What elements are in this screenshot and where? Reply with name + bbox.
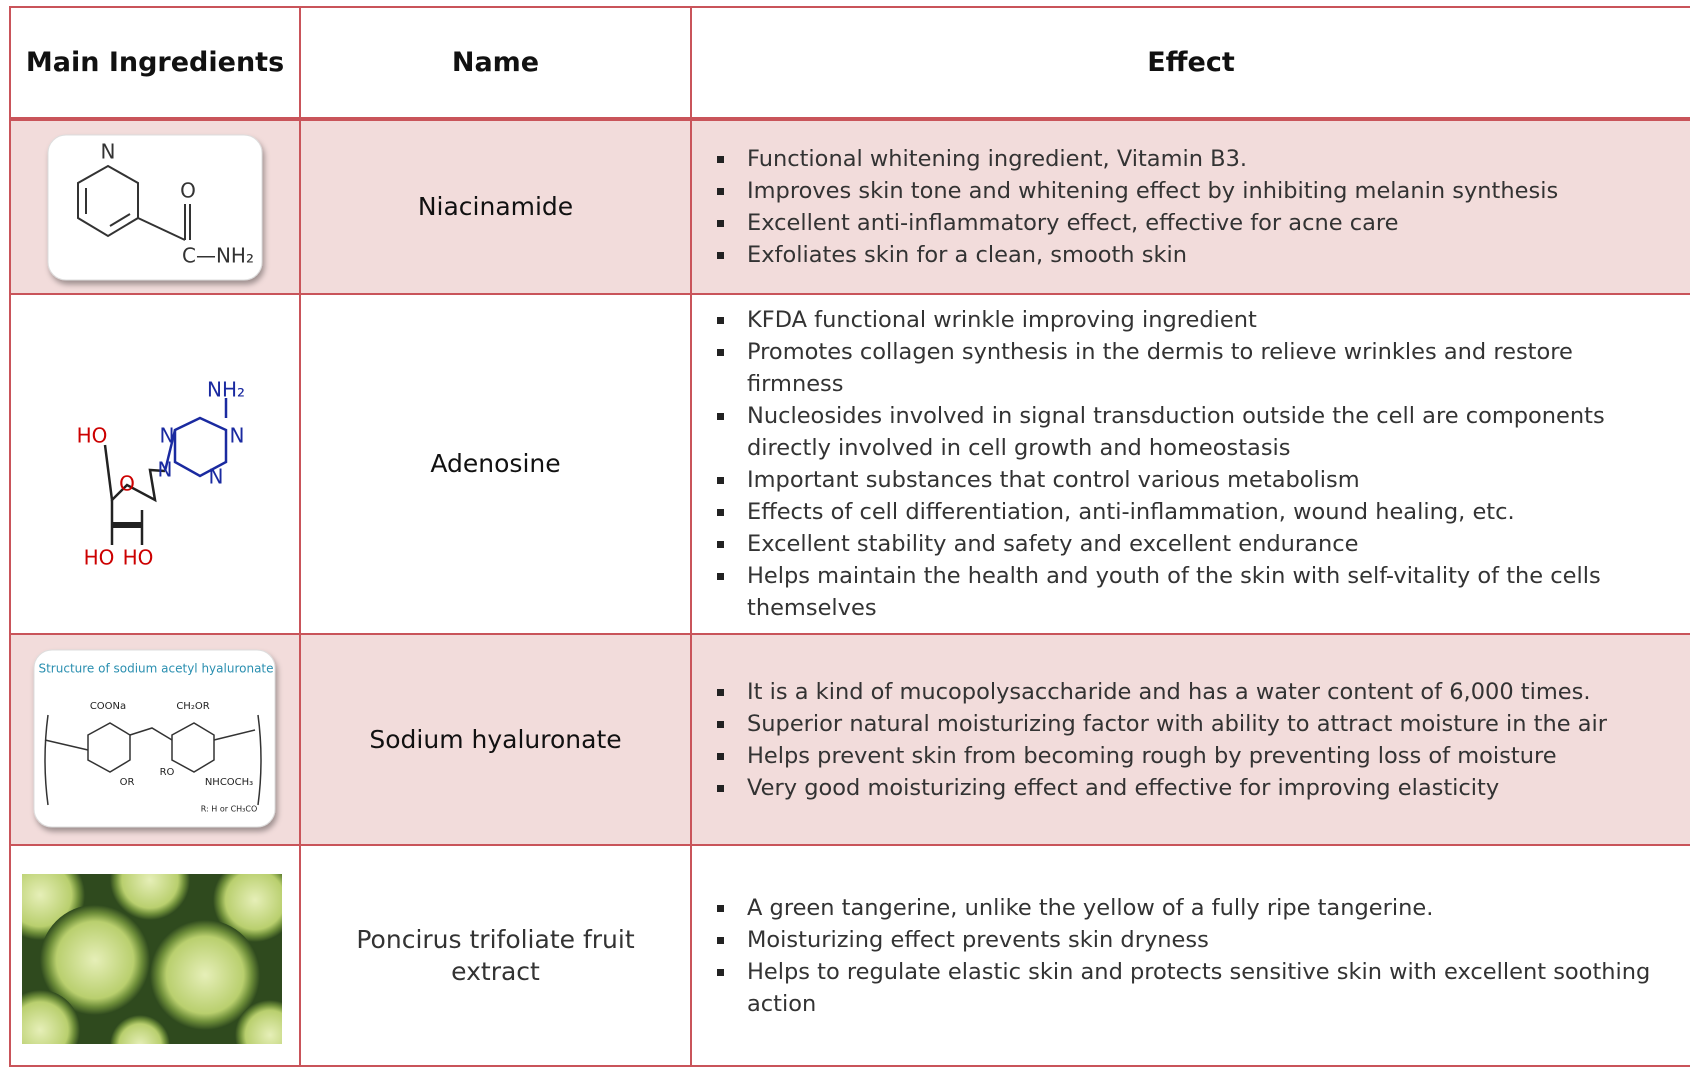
effect-item: Functional whitening ingredient, Vitamin… — [717, 143, 1670, 175]
effect-item: Nucleosides involved in signal transduct… — [717, 400, 1670, 464]
effect-cell: A green tangerine, unlike the yellow of … — [690, 844, 1690, 1067]
effect-cell: KFDA functional wrinkle improving ingred… — [690, 293, 1690, 635]
effect-item: Excellent anti-inflammatory effect, effe… — [717, 207, 1670, 239]
effect-item: Helps to regulate elastic skin and prote… — [717, 956, 1670, 1020]
name-cell: Niacinamide — [299, 119, 692, 295]
image-cell — [9, 293, 301, 635]
effect-item: Helps prevent skin from becoming rough b… — [717, 740, 1670, 772]
image-cell — [9, 119, 301, 295]
effect-item: Improves skin tone and whitening effect … — [717, 175, 1670, 207]
effect-item: Exfoliates skin for a clean, smooth skin — [717, 239, 1670, 271]
effect-item: It is a kind of mucopolysaccharide and h… — [717, 676, 1670, 708]
effect-cell: Functional whitening ingredient, Vitamin… — [690, 119, 1690, 295]
effect-item: Helps maintain the health and youth of t… — [717, 560, 1670, 624]
effect-item: A green tangerine, unlike the yellow of … — [717, 892, 1670, 924]
effect-item: Moisturizing effect prevents skin drynes… — [717, 924, 1670, 956]
effect-item: Important substances that control variou… — [717, 464, 1670, 496]
header-cell: Name — [299, 6, 692, 121]
effect-item: Effects of cell differentiation, anti-in… — [717, 496, 1670, 528]
header-cell: Effect — [690, 6, 1690, 121]
effect-item: Very good moisturizing effect and effect… — [717, 772, 1670, 804]
effect-item: KFDA functional wrinkle improving ingred… — [717, 304, 1670, 336]
effect-item: Superior natural moisturizing factor wit… — [717, 708, 1670, 740]
image-cell — [9, 844, 301, 1067]
image-cell — [9, 633, 301, 846]
effect-cell: It is a kind of mucopolysaccharide and h… — [690, 633, 1690, 846]
name-cell: Sodium hyaluronate — [299, 633, 692, 846]
effect-item: Promotes collagen synthesis in the dermi… — [717, 336, 1670, 400]
header-cell: Main Ingredients — [9, 6, 301, 121]
effect-item: Excellent stability and safety and excel… — [717, 528, 1670, 560]
name-cell: Poncirus trifoliate fruit extract — [299, 844, 692, 1067]
name-cell: Adenosine — [299, 293, 692, 635]
